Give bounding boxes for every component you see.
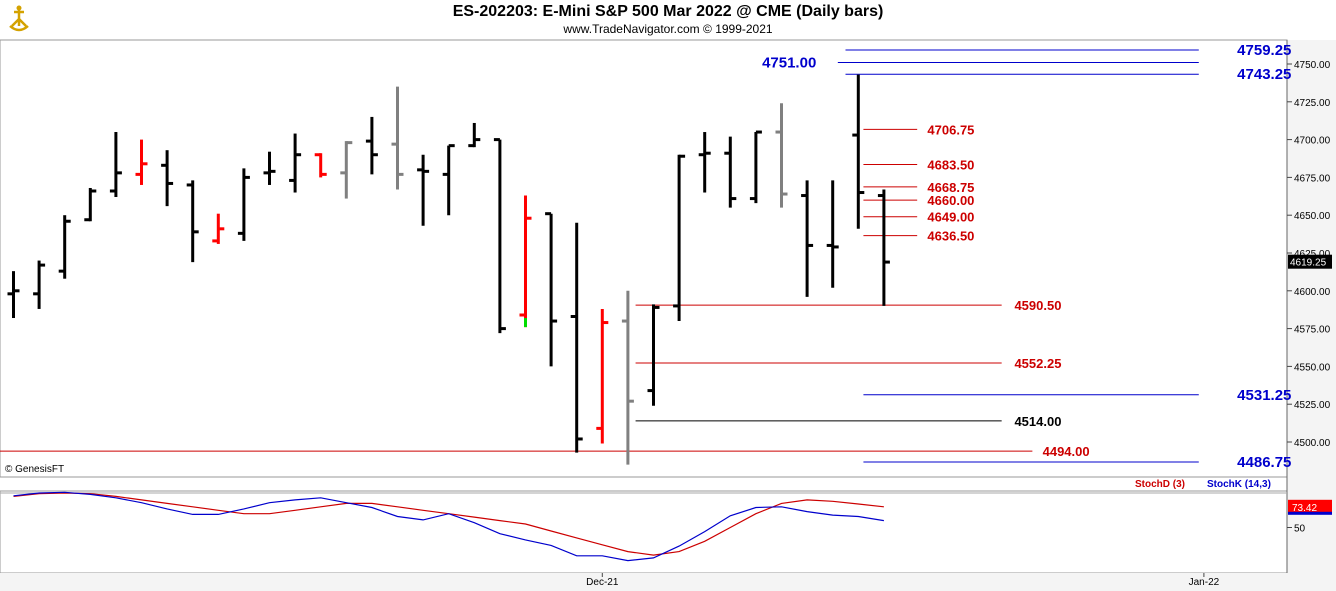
chart-header: ES-202203: E-Mini S&P 500 Mar 2022 @ CME…	[0, 0, 1336, 40]
level-label: 4486.75	[1237, 454, 1291, 471]
last-price-tag	[1288, 254, 1332, 269]
level-label: 4759.25	[1237, 42, 1291, 59]
trade-navigator-logo-icon	[9, 5, 29, 32]
watermark-text: © GenesisFT	[5, 464, 64, 475]
date-tick-label: Dec-21	[586, 577, 619, 588]
price-levels: 4759.25 4751.00 4743.25 4706.75 4683.50 4668.…	[0, 42, 1291, 471]
chart-frame	[0, 39, 1336, 591]
price-tick-label: 4550.00	[1294, 362, 1331, 373]
date-tick-label: Jan-22	[1189, 577, 1220, 588]
level-label: 4494.00	[1043, 444, 1090, 459]
stochastic-panel: 50 73.42 StochD (3) StochK (14,3)	[0, 479, 1332, 562]
level-label: 4531.25	[1237, 387, 1291, 404]
price-tick-label: 4600.00	[1294, 287, 1331, 298]
price-axis: 4500.00 4525.00 4550.00 4575.00 4600.00 4625.…	[1287, 60, 1332, 449]
price-tick-label: 4675.00	[1294, 173, 1331, 184]
stoch-k-line	[13, 491, 884, 562]
osc-legend-item: StochK (14,3)	[1207, 479, 1271, 490]
price-tick-label: 4500.00	[1294, 438, 1331, 449]
level-label: 4743.25	[1237, 66, 1291, 83]
level-label: 4660.00	[927, 193, 974, 208]
right-axis-background	[1287, 40, 1336, 573]
level-label: 4706.75	[927, 122, 974, 137]
price-tick-label: 4700.00	[1294, 136, 1331, 147]
level-label: 4751.00	[762, 54, 816, 71]
price-bars	[7, 74, 890, 465]
chart-title: ES-202203: E-Mini S&P 500 Mar 2022 @ CME…	[452, 3, 884, 20]
last-price-label: 4619.25	[1290, 258, 1327, 269]
price-tick-label: 4525.00	[1294, 400, 1331, 411]
osc-value-tag	[1288, 499, 1332, 514]
osc-legend-item: StochD (3)	[1135, 479, 1185, 490]
price-tick-label: 4725.00	[1294, 98, 1331, 109]
oscillator-panel	[0, 490, 1288, 574]
osc-value-tag-k	[1288, 511, 1332, 515]
level-label: 4552.25	[1014, 356, 1061, 371]
price-tick-label: 4625.00	[1294, 249, 1331, 260]
level-label: 4590.50	[1014, 298, 1061, 313]
level-label: 4649.00	[927, 210, 974, 225]
bottom-axis-background	[0, 573, 1336, 591]
level-label: 4683.50	[927, 158, 974, 173]
level-label: 4668.75	[927, 180, 974, 195]
osc-value-label: 73.42	[1292, 503, 1317, 514]
date-axis: Dec-21 Jan-22	[586, 573, 1220, 588]
level-label: 4636.50	[927, 229, 974, 244]
level-label: 4514.00	[1014, 414, 1061, 429]
osc-tick-label: 50	[1294, 524, 1306, 535]
price-tick-label: 4575.00	[1294, 325, 1331, 336]
price-tick-label: 4750.00	[1294, 60, 1331, 71]
chart-subtitle: www.TradeNavigator.com © 1999-2021	[563, 22, 773, 36]
price-tick-label: 4650.00	[1294, 211, 1331, 222]
